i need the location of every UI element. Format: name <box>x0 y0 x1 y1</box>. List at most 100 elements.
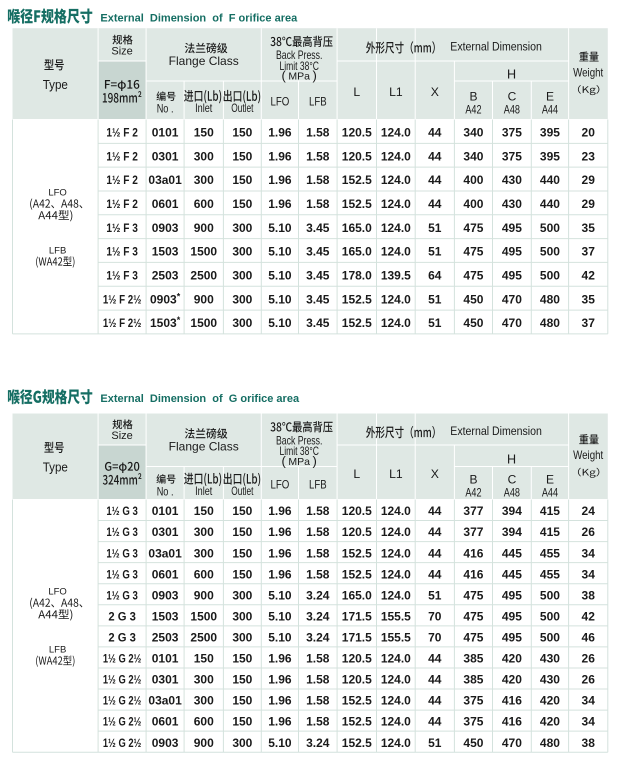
svg-text:416: 416 <box>502 715 522 729</box>
svg-text:450: 450 <box>463 736 483 750</box>
svg-text:1500: 1500 <box>190 609 217 623</box>
svg-text:44: 44 <box>428 673 442 687</box>
svg-text:120.5: 120.5 <box>342 126 372 140</box>
svg-text:(MPa): (MPa) <box>282 454 317 469</box>
svg-text:51: 51 <box>428 245 442 259</box>
svg-text:64: 64 <box>428 268 442 282</box>
svg-text:X: X <box>431 467 439 481</box>
svg-text:34: 34 <box>582 567 596 581</box>
svg-text:E: E <box>546 90 554 104</box>
svg-text:Flange Class: Flange Class <box>169 440 239 454</box>
svg-text:300: 300 <box>194 525 214 539</box>
svg-text:E: E <box>546 472 554 486</box>
svg-text:377: 377 <box>463 525 483 539</box>
svg-text:5.10: 5.10 <box>268 316 292 330</box>
svg-text:A42: A42 <box>465 103 481 117</box>
svg-text:1.58: 1.58 <box>306 546 330 560</box>
svg-text:124.0: 124.0 <box>381 736 411 750</box>
svg-text:1½ F 3: 1½ F 3 <box>106 245 138 259</box>
svg-text:420: 420 <box>540 694 560 708</box>
svg-text:0301: 0301 <box>152 149 179 163</box>
svg-text:44: 44 <box>428 126 442 140</box>
svg-text:300: 300 <box>194 694 214 708</box>
svg-text:415: 415 <box>540 504 560 518</box>
svg-text:300: 300 <box>232 221 252 235</box>
svg-text:Weight: Weight <box>573 66 604 80</box>
svg-text:2500: 2500 <box>190 268 217 282</box>
svg-text:1500: 1500 <box>190 245 217 259</box>
svg-text:LFB: LFB <box>49 245 66 256</box>
svg-text:150: 150 <box>232 197 252 211</box>
svg-text:500: 500 <box>540 245 560 259</box>
svg-text:46: 46 <box>582 630 596 644</box>
svg-text:440: 440 <box>540 197 560 211</box>
svg-text:165.0: 165.0 <box>342 221 372 235</box>
svg-text:178.0: 178.0 <box>342 268 372 282</box>
svg-text:1.96: 1.96 <box>268 652 292 666</box>
svg-text:150: 150 <box>232 694 252 708</box>
svg-text:1.96: 1.96 <box>268 504 292 518</box>
svg-text:3.24: 3.24 <box>306 630 330 644</box>
svg-text:1.58: 1.58 <box>306 504 330 518</box>
svg-text:152.5: 152.5 <box>342 197 372 211</box>
svg-text:420: 420 <box>502 652 522 666</box>
svg-text:120.5: 120.5 <box>342 149 372 163</box>
svg-text:44: 44 <box>428 694 442 708</box>
svg-text:1½ G 3: 1½ G 3 <box>106 588 138 602</box>
svg-text:139.5: 139.5 <box>381 268 411 282</box>
svg-text:38: 38 <box>582 736 596 750</box>
svg-text:L1: L1 <box>389 85 403 99</box>
svg-text:0101: 0101 <box>152 126 179 140</box>
svg-text:1½ F 2: 1½ F 2 <box>106 126 138 140</box>
svg-text:300: 300 <box>194 546 214 560</box>
svg-text:475: 475 <box>463 245 483 259</box>
svg-text:23: 23 <box>582 149 596 163</box>
svg-text:LFB: LFB <box>309 95 327 109</box>
svg-text:430: 430 <box>502 173 522 187</box>
svg-text:0601: 0601 <box>152 715 179 729</box>
svg-text:A44: A44 <box>542 485 558 499</box>
svg-text:H: H <box>507 452 516 466</box>
svg-text:120.5: 120.5 <box>342 525 372 539</box>
svg-text:51: 51 <box>428 316 442 330</box>
svg-text:C: C <box>508 90 517 104</box>
svg-text:400: 400 <box>463 173 483 187</box>
svg-text:Size: Size <box>111 430 132 442</box>
svg-text:124.0: 124.0 <box>381 173 411 187</box>
svg-text:124.0: 124.0 <box>381 126 411 140</box>
svg-text:29: 29 <box>582 173 596 187</box>
svg-text:70: 70 <box>428 630 442 644</box>
svg-text:600: 600 <box>194 715 214 729</box>
svg-text:124.0: 124.0 <box>381 694 411 708</box>
svg-text:152.5: 152.5 <box>342 567 372 581</box>
svg-text:LFO: LFO <box>48 187 66 198</box>
svg-text:124.0: 124.0 <box>381 715 411 729</box>
svg-text:0601: 0601 <box>152 197 179 211</box>
svg-text:03a01: 03a01 <box>148 173 182 187</box>
svg-text:Outlet: Outlet <box>231 484 254 498</box>
svg-text:124.0: 124.0 <box>381 149 411 163</box>
svg-text:1½ F 2: 1½ F 2 <box>106 197 138 211</box>
svg-text:150: 150 <box>232 546 252 560</box>
svg-text:0301: 0301 <box>152 673 179 687</box>
svg-text:A48: A48 <box>504 485 520 499</box>
svg-text:430: 430 <box>502 197 522 211</box>
svg-text:51: 51 <box>428 736 442 750</box>
svg-text:35: 35 <box>582 221 596 235</box>
svg-text:44: 44 <box>428 652 442 666</box>
svg-text:475: 475 <box>463 630 483 644</box>
svg-text:450: 450 <box>463 316 483 330</box>
svg-text:120.5: 120.5 <box>342 652 372 666</box>
svg-text:495: 495 <box>502 245 522 259</box>
svg-text:500: 500 <box>540 268 560 282</box>
svg-text:1½ F 3: 1½ F 3 <box>106 221 138 235</box>
svg-text:X: X <box>431 85 439 99</box>
svg-text:445: 445 <box>502 567 522 581</box>
svg-text:124.0: 124.0 <box>381 673 411 687</box>
svg-text:1.58: 1.58 <box>306 652 330 666</box>
svg-text:420: 420 <box>540 715 560 729</box>
svg-text:26: 26 <box>582 673 596 687</box>
svg-text:2503: 2503 <box>152 630 179 644</box>
svg-text:495: 495 <box>502 630 522 644</box>
svg-text:H: H <box>507 68 516 82</box>
